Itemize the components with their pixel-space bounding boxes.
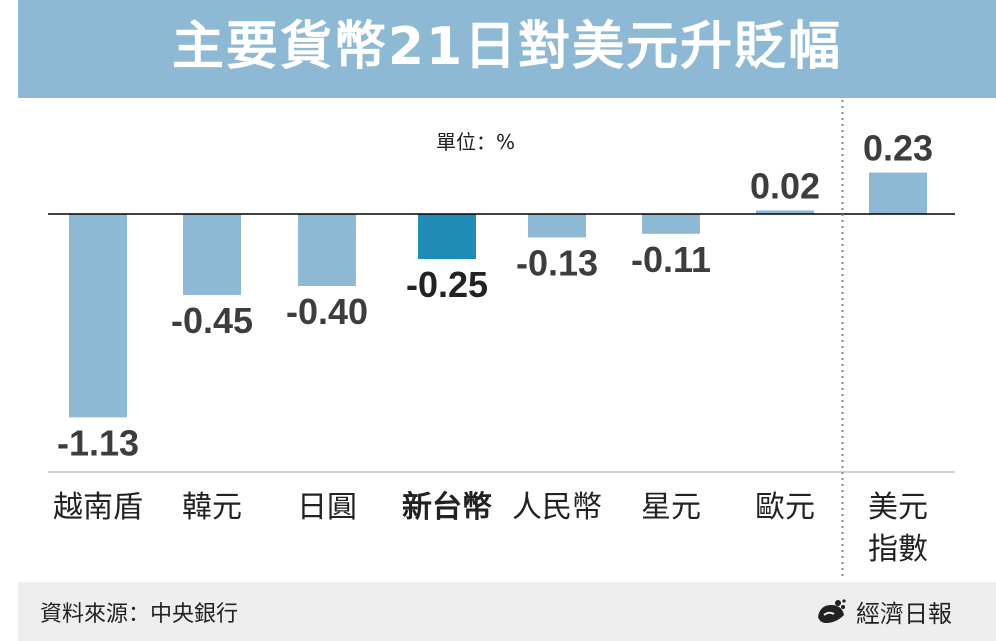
category-label: 星元 (641, 490, 701, 525)
bar (183, 214, 241, 295)
source-text: 資料來源：中央銀行 (40, 602, 239, 627)
value-label: -0.11 (631, 239, 711, 280)
value-label: -0.13 (516, 242, 598, 283)
bar (298, 214, 356, 286)
footer: 資料來源：中央銀行 經濟日報 (18, 582, 996, 641)
value-label: -0.45 (171, 300, 253, 341)
category-label: 美元 (868, 490, 928, 525)
value-label: -1.13 (57, 422, 139, 463)
category-label: 新台幣 (402, 490, 492, 525)
value-label: 0.02 (750, 165, 820, 206)
bar (869, 172, 927, 214)
publisher: 經濟日報 (814, 594, 952, 629)
value-label: -0.40 (286, 291, 368, 332)
value-label: 0.23 (863, 128, 933, 169)
category-label: 韓元 (182, 490, 242, 525)
page-title: 主要貨幣21日對美元升貶幅 (171, 17, 843, 77)
category-label: 人民幣 (512, 490, 602, 525)
category-label: 歐元 (755, 490, 815, 525)
bar (756, 210, 814, 214)
value-label: -0.25 (406, 264, 488, 305)
bar (528, 214, 586, 238)
category-label: 日圓 (297, 490, 357, 525)
bar (69, 214, 127, 418)
title-bar: 主要貨幣21日對美元升貶幅 (18, 0, 996, 98)
bar (418, 214, 476, 259)
publisher-name: 經濟日報 (856, 600, 952, 628)
category-label: 指數 (868, 532, 928, 567)
bar (642, 214, 700, 234)
udn-logo-icon (818, 598, 846, 623)
unit-label: 單位：% (436, 130, 516, 154)
category-label: 越南盾 (53, 490, 143, 525)
